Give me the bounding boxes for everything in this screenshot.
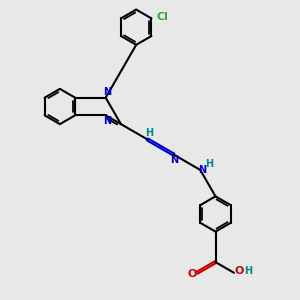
- Text: N: N: [103, 87, 111, 97]
- Text: H: H: [145, 128, 153, 138]
- Text: O: O: [188, 269, 197, 279]
- Text: O: O: [235, 266, 244, 276]
- Text: N: N: [198, 165, 206, 175]
- Text: Cl: Cl: [156, 12, 168, 22]
- Text: N: N: [103, 116, 111, 126]
- Text: N: N: [170, 155, 178, 165]
- Text: H: H: [205, 159, 214, 170]
- Text: H: H: [244, 266, 252, 276]
